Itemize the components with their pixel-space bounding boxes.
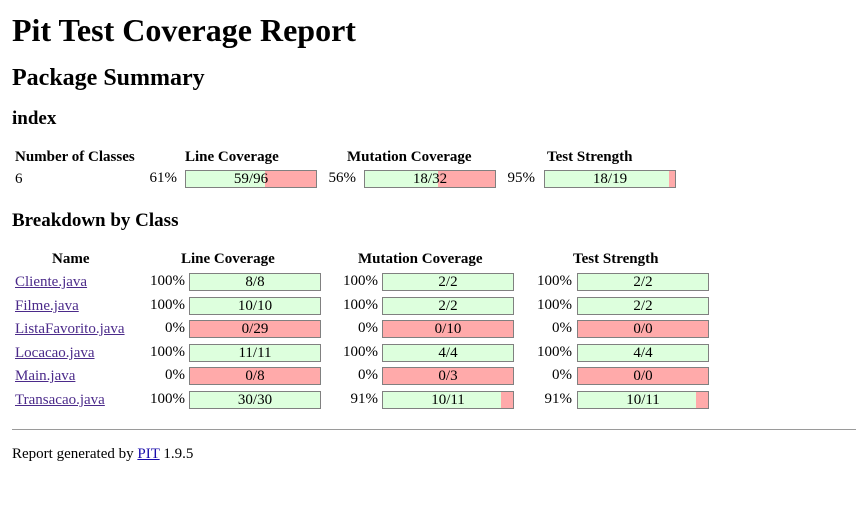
summary-header-mutation: Mutation Coverage [347,149,472,165]
mutation-coverage-bar: 2/2 [382,273,514,291]
breakdown-header-mutation: Mutation Coverage [358,251,483,267]
mutation-coverage-label: 0/10 [434,321,462,337]
footer-prefix: Report generated by [12,446,134,462]
summary-line-pct: 61% [149,170,178,186]
summary-mutation-pct: 56% [328,170,357,186]
mutation-coverage-label: 2/2 [438,298,458,314]
strength-coverage-label: 0/0 [633,368,653,384]
line-coverage-bar: 11/11 [189,344,321,362]
class-link[interactable]: Transacao.java [15,392,105,408]
strength-pct: 100% [537,273,572,289]
class-link[interactable]: Main.java [15,368,76,384]
line-coverage-label: 0/29 [241,321,269,337]
strength-coverage-label: 2/2 [633,298,653,314]
pit-link[interactable]: PIT [137,446,160,462]
summary-strength-label: 18/19 [592,171,628,187]
mutation-pct: 100% [343,273,378,289]
line-coverage-label: 30/30 [237,392,273,408]
mutation-coverage-bar: 10/11 [382,391,514,409]
summary-line-bar: 59/96 [185,170,317,188]
line-coverage-bar: 8/8 [189,273,321,291]
line-coverage-label: 11/11 [238,345,272,361]
summary-class-count: 6 [15,171,23,187]
class-link[interactable]: Locacao.java [15,345,95,361]
strength-coverage-bar: 2/2 [577,297,709,315]
mutation-coverage-label: 4/4 [438,345,458,361]
package-name: index [12,108,57,129]
breakdown-header-name: Name [52,251,90,267]
mutation-pct: 0% [358,367,378,383]
summary-mutation-label: 18/32 [412,171,448,187]
line-pct: 100% [150,273,185,289]
summary-header-line: Line Coverage [185,149,279,165]
strength-pct: 100% [537,344,572,360]
mutation-pct: 0% [358,320,378,336]
line-coverage-bar: 0/29 [189,320,321,338]
mutation-pct: 100% [343,297,378,313]
line-coverage-bar: 10/10 [189,297,321,315]
strength-coverage-bar: 2/2 [577,273,709,291]
mutation-coverage-label: 10/11 [431,392,465,408]
strength-pct: 0% [552,320,572,336]
strength-coverage-label: 2/2 [633,274,653,290]
line-coverage-bar: 30/30 [189,391,321,409]
line-pct: 0% [165,367,185,383]
footer-divider [12,429,856,430]
strength-pct: 0% [552,367,572,383]
mutation-pct: 100% [343,344,378,360]
summary-header-strength: Test Strength [547,149,633,165]
package-summary-heading: Package Summary [12,65,205,91]
strength-coverage-label: 10/11 [626,392,660,408]
strength-pct: 100% [537,297,572,313]
strength-pct: 91% [544,391,573,407]
strength-coverage-bar: 0/0 [577,367,709,385]
line-coverage-label: 8/8 [245,274,265,290]
class-link[interactable]: Filme.java [15,298,79,314]
summary-line-label: 59/96 [233,171,269,187]
mutation-coverage-bar: 4/4 [382,344,514,362]
strength-coverage-label: 4/4 [633,345,653,361]
class-link[interactable]: ListaFavorito.java [15,321,125,337]
mutation-coverage-bar: 2/2 [382,297,514,315]
strength-coverage-bar: 4/4 [577,344,709,362]
strength-coverage-bar: 0/0 [577,320,709,338]
summary-strength-bar: 18/19 [544,170,676,188]
page-title: Pit Test Coverage Report [12,12,356,48]
line-pct: 100% [150,391,185,407]
strength-coverage-bar: 10/11 [577,391,709,409]
line-coverage-label: 10/10 [237,298,273,314]
class-link[interactable]: Cliente.java [15,274,88,290]
line-pct: 100% [150,297,185,313]
mutation-coverage-bar: 0/10 [382,320,514,338]
mutation-pct: 91% [350,391,379,407]
footer: Report generated by PIT 1.9.5 [12,446,193,463]
line-coverage-label: 0/8 [245,368,265,384]
footer-version: 1.9.5 [163,446,194,462]
mutation-coverage-label: 2/2 [438,274,458,290]
summary-header-classes: Number of Classes [15,149,135,165]
mutation-coverage-bar: 0/3 [382,367,514,385]
line-pct: 0% [165,320,185,336]
line-coverage-bar: 0/8 [189,367,321,385]
mutation-coverage-label: 0/3 [438,368,458,384]
breakdown-header-strength: Test Strength [573,251,659,267]
breakdown-heading: Breakdown by Class [12,210,179,231]
summary-strength-pct: 95% [507,170,536,186]
breakdown-header-line: Line Coverage [181,251,275,267]
strength-coverage-label: 0/0 [633,321,653,337]
line-pct: 100% [150,344,185,360]
summary-mutation-bar: 18/32 [364,170,496,188]
